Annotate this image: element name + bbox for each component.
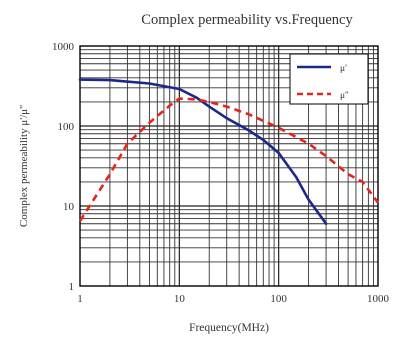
series-line-mu-prime: [78, 78, 328, 225]
y-axis-label: Complex permeability μ'/μ'': [18, 105, 30, 227]
chart-title: Complex permeability vs.Frequency: [141, 12, 353, 28]
x-tick-label: 1000: [367, 293, 390, 305]
y-tick-label: 100: [58, 121, 75, 133]
legend: μ' μ'': [289, 53, 369, 105]
x-tick-label: 1: [77, 293, 83, 305]
grid: [80, 46, 378, 286]
series-line-mu-double-prime: [78, 97, 380, 222]
y-tick-label: 10: [63, 201, 75, 213]
y-tick-label: 1: [69, 281, 75, 293]
plot-frame: [79, 45, 379, 287]
x-tick-labels: 1 10 100 1000: [77, 293, 389, 305]
y-tick-labels: 1 10 100 1000: [52, 41, 75, 293]
x-tick-label: 10: [174, 293, 186, 305]
x-tick-label: 100: [270, 293, 287, 305]
series-layer: [78, 78, 380, 225]
x-axis-label: Frequency(MHz): [189, 322, 269, 334]
legend-label-mu-double-prime: μ'': [340, 91, 349, 101]
y-tick-label: 1000: [52, 41, 75, 53]
legend-label-mu-prime: μ': [340, 64, 347, 74]
legend-box: [289, 53, 369, 105]
